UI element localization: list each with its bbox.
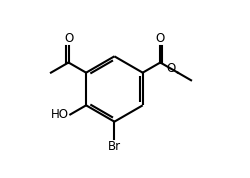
Text: O: O	[156, 32, 165, 45]
Text: HO: HO	[51, 108, 69, 121]
Text: O: O	[166, 62, 176, 75]
Text: O: O	[64, 32, 73, 45]
Text: Br: Br	[108, 140, 121, 153]
